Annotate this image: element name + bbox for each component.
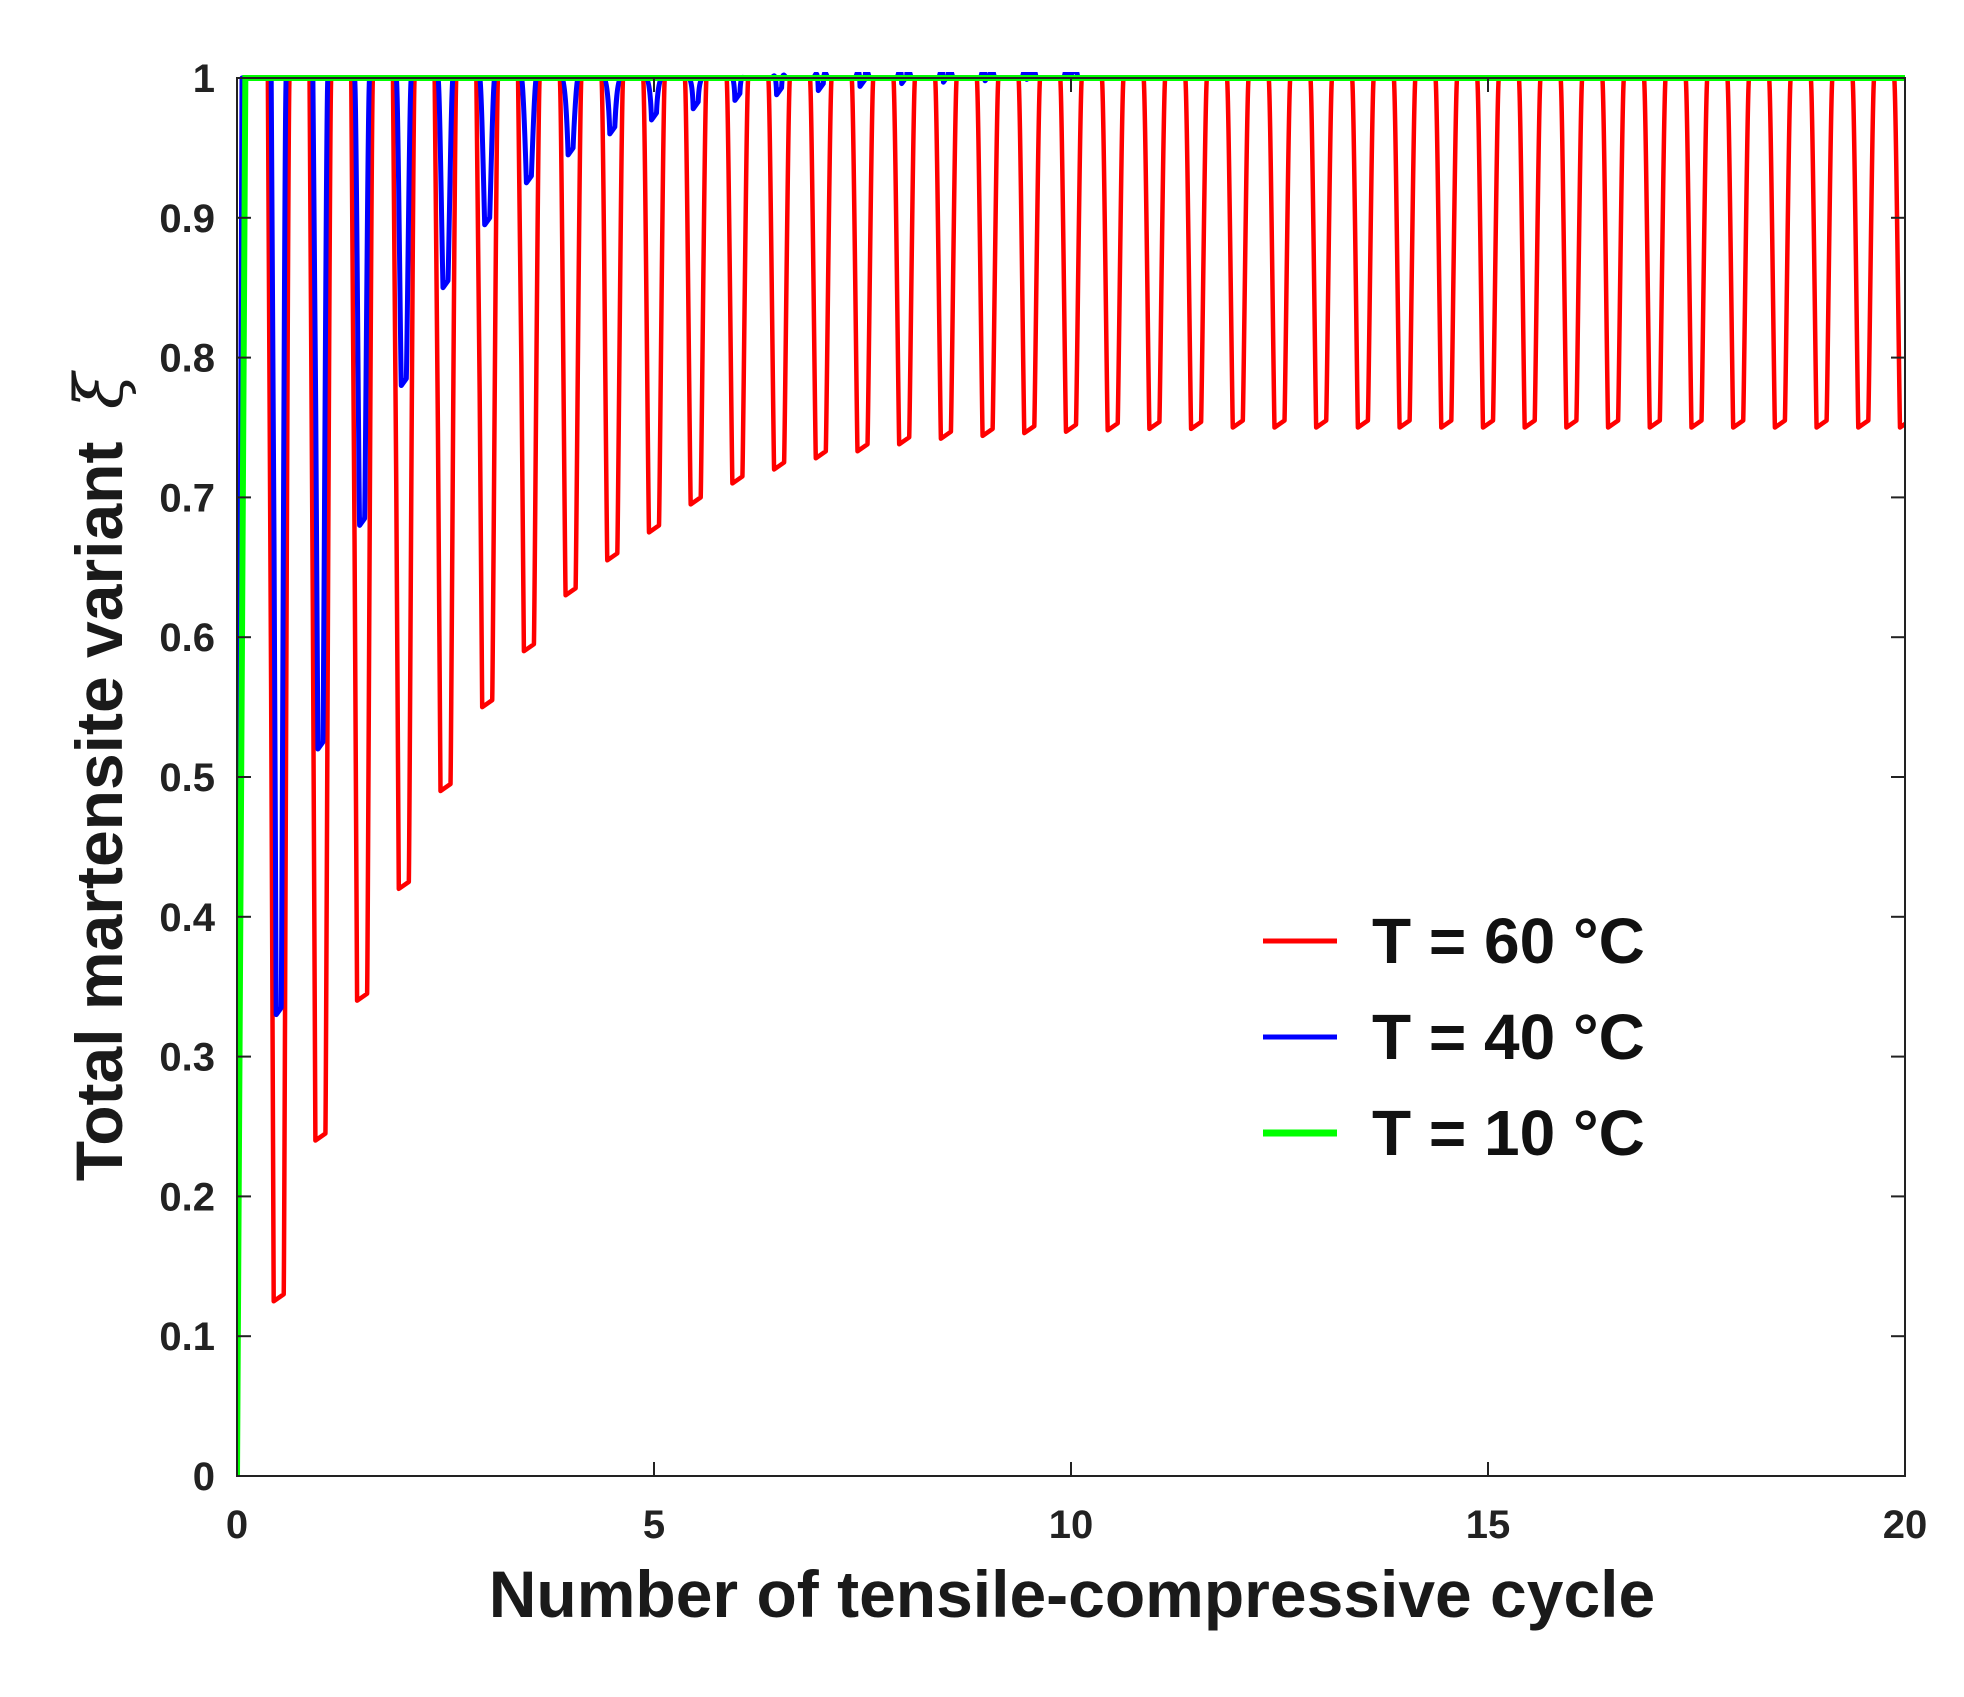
series-layer: [237, 72, 1905, 1477]
y-tick-label: 1: [193, 57, 215, 101]
y-axis-title: Total martensite variant ξ: [61, 369, 138, 1181]
y-tick-label: 0.8: [159, 337, 215, 381]
y-tick-label: 0.5: [159, 756, 215, 800]
x-axis-title: Number of tensile-compressive cycle: [489, 1557, 1655, 1631]
y-tick-label: 0.6: [159, 616, 215, 660]
y-tick-label: 0.4: [159, 896, 215, 940]
y-tick-label: 0.7: [159, 476, 215, 520]
y-tick-label: 0.3: [159, 1036, 215, 1080]
series-line-60c: [237, 75, 1905, 1477]
y-tick-label: 0.9: [159, 197, 215, 241]
x-tick-label: 20: [1883, 1503, 1928, 1547]
y-tick-label: 0.1: [159, 1315, 215, 1359]
y-tick-label: 0.2: [159, 1175, 215, 1219]
legend-label-10c: T = 10 °C: [1372, 1097, 1645, 1169]
legend: T = 60 °C T = 40 °C T = 10 °C: [1263, 905, 1645, 1169]
series-line-40c: [237, 72, 1082, 1477]
legend-label-40c: T = 40 °C: [1372, 1001, 1645, 1073]
tick-label-layer: 0 5 10 15 20 0 0.1 0.2 0.3 0.4 0.5 0.6 0.7 0.8 0.9 1: [159, 57, 1927, 1547]
y-axis-title-symbol: ξ: [61, 369, 138, 409]
series-line-10c: [237, 75, 1905, 1477]
x-tick-label: 15: [1466, 1503, 1511, 1547]
legend-label-60c: T = 60 °C: [1372, 905, 1645, 977]
x-tick-label: 0: [226, 1503, 248, 1547]
x-tick-label: 5: [643, 1503, 665, 1547]
plot-frame: [236, 77, 1906, 1477]
y-axis-title-text: Total martensite variant: [62, 442, 136, 1182]
axes-layer: [236, 77, 1906, 1477]
x-tick-label: 10: [1049, 1503, 1094, 1547]
y-tick-label: 0: [193, 1455, 215, 1499]
